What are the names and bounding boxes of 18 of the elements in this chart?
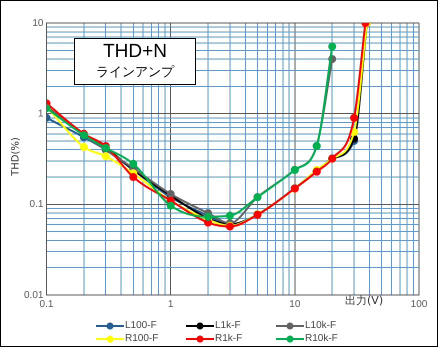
y-tick-label: 0.1	[30, 199, 44, 210]
legend-label: R1k-F	[215, 333, 242, 344]
text: THD+N	[102, 41, 168, 63]
x-tick-label: 100	[410, 298, 428, 310]
legend-label: L1k-F	[215, 320, 241, 331]
y-tick-label: 0.01	[24, 290, 44, 301]
x-tick-label: 0.1	[40, 298, 54, 310]
x-tick-label: 1	[168, 298, 174, 310]
text: ラインアンプ	[95, 64, 176, 81]
legend-label: L10k-F	[305, 320, 336, 331]
legend-label: R10k-F	[305, 333, 338, 344]
x-axis-title: 出力(V)	[345, 293, 384, 308]
y-axis-title: THD(%)	[10, 136, 22, 178]
legend-label: L100-F	[125, 320, 157, 331]
x-tick-label: 10	[289, 298, 301, 310]
y-tick-label: 1	[38, 108, 44, 120]
y-tick-label: 10	[32, 18, 44, 29]
legend-label: R100-F	[125, 333, 158, 344]
